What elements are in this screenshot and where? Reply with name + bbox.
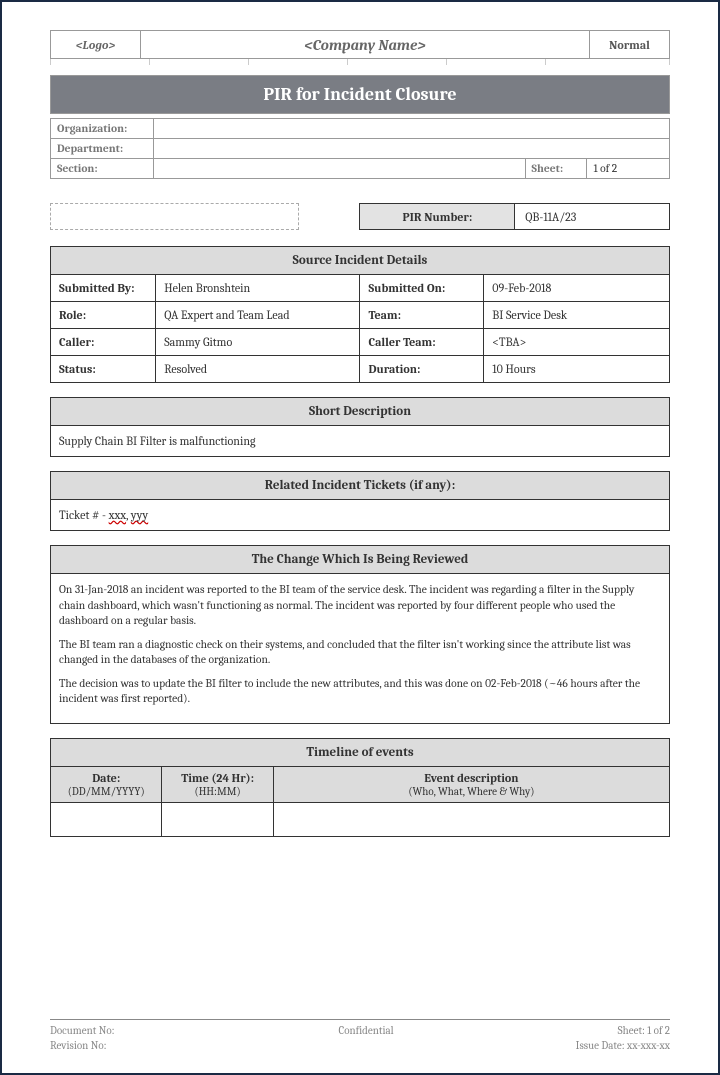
related-text: Ticket # - xxx, yyy xyxy=(51,500,670,531)
pir-number-value: QB-11A/23 xyxy=(515,204,670,230)
pir-dashed-box xyxy=(51,204,299,230)
short-desc-header: Short Description xyxy=(51,398,670,426)
normal-label: Normal xyxy=(590,31,670,59)
submitted-on: 09-Feb-2018 xyxy=(484,275,670,302)
related-xxx: xxx xyxy=(109,508,126,522)
change-p2: The BI team ran a diagnostic check on th… xyxy=(59,637,661,668)
team-label: Team: xyxy=(360,302,484,329)
change-p1: On 31-Jan-2018 an incident was reported … xyxy=(59,582,661,629)
source-header: Source Incident Details xyxy=(51,247,670,275)
role-label: Role: xyxy=(51,302,156,329)
caller: Sammy Gitmo xyxy=(156,329,360,356)
duration: 10 Hours xyxy=(484,356,670,383)
sheet-value: 1 of 2 xyxy=(587,159,670,179)
logo-cell: <Logo> xyxy=(51,31,141,59)
duration-label: Duration: xyxy=(360,356,484,383)
footer-sheet: Sheet: 1 of 2 xyxy=(618,1024,670,1038)
section-label: Section: xyxy=(51,159,154,179)
timeline-empty-row xyxy=(51,802,670,836)
timeline-time-label: Time (24 Hr): xyxy=(181,771,254,785)
sub-ticks xyxy=(50,59,670,65)
top-header: <Logo> <Company Name> Normal xyxy=(50,30,670,59)
dept-label: Department: xyxy=(51,139,154,159)
related-tickets-table: Related Incident Tickets (if any): Ticke… xyxy=(50,471,670,531)
sheet-label: Sheet: xyxy=(525,159,587,179)
caller-team-label: Caller Team: xyxy=(360,329,484,356)
timeline-date-label: Date: xyxy=(92,771,120,785)
short-desc-text: Supply Chain BI Filter is malfunctioning xyxy=(51,426,670,457)
timeline-time-sub: (HH:MM) xyxy=(166,785,268,798)
timeline-date-sub: (DD/MM/YYYY) xyxy=(55,785,157,798)
team: BI Service Desk xyxy=(484,302,670,329)
timeline-date-col: Date: (DD/MM/YYYY) xyxy=(51,766,162,802)
company-name: <Company Name> xyxy=(141,31,590,59)
submitted-by: Helen Bronshtein xyxy=(156,275,360,302)
timeline-event-sub: (Who, What, Where & Why) xyxy=(278,785,665,798)
change-table: The Change Which Is Being Reviewed On 31… xyxy=(50,545,670,724)
related-yyy: yyy xyxy=(131,508,148,522)
submitted-by-label: Submitted By: xyxy=(51,275,156,302)
related-prefix: Ticket # - xyxy=(59,508,109,522)
footer-rev-no: Revision No: xyxy=(50,1039,107,1053)
timeline-event-label: Event description xyxy=(424,771,518,785)
footer-doc-no: Document No: xyxy=(50,1024,115,1038)
change-header: The Change Which Is Being Reviewed xyxy=(51,546,670,574)
caller-label: Caller: xyxy=(51,329,156,356)
footer: Document No: Confidential Sheet: 1 of 2 … xyxy=(50,1019,670,1053)
footer-confidential: Confidential xyxy=(339,1024,394,1038)
timeline-header: Timeline of events xyxy=(51,738,670,766)
footer-issue: Issue Date: xx-xxx-xx xyxy=(576,1039,670,1053)
source-incident-table: Source Incident Details Submitted By: He… xyxy=(50,246,670,383)
caller-team: <TBA> xyxy=(484,329,670,356)
meta-table: Organization: Department: Section: Sheet… xyxy=(50,118,670,179)
short-desc-table: Short Description Supply Chain BI Filter… xyxy=(50,397,670,457)
submitted-on-label: Submitted On: xyxy=(360,275,484,302)
change-body: On 31-Jan-2018 an incident was reported … xyxy=(51,574,670,724)
status: Resolved xyxy=(156,356,360,383)
timeline-table: Timeline of events Date: (DD/MM/YYYY) Ti… xyxy=(50,738,670,837)
timeline-time-col: Time (24 Hr): (HH:MM) xyxy=(162,766,273,802)
status-label: Status: xyxy=(51,356,156,383)
timeline-event-col: Event description (Who, What, Where & Wh… xyxy=(273,766,669,802)
role: QA Expert and Team Lead xyxy=(156,302,360,329)
change-p3: The decision was to update the BI filter… xyxy=(59,676,661,707)
pir-number-label: PIR Number: xyxy=(360,204,515,230)
org-label: Organization: xyxy=(51,119,154,139)
page-title: PIR for Incident Closure xyxy=(50,75,670,114)
pir-row: PIR Number: QB-11A/23 xyxy=(50,203,670,230)
related-header: Related Incident Tickets (if any): xyxy=(51,472,670,500)
